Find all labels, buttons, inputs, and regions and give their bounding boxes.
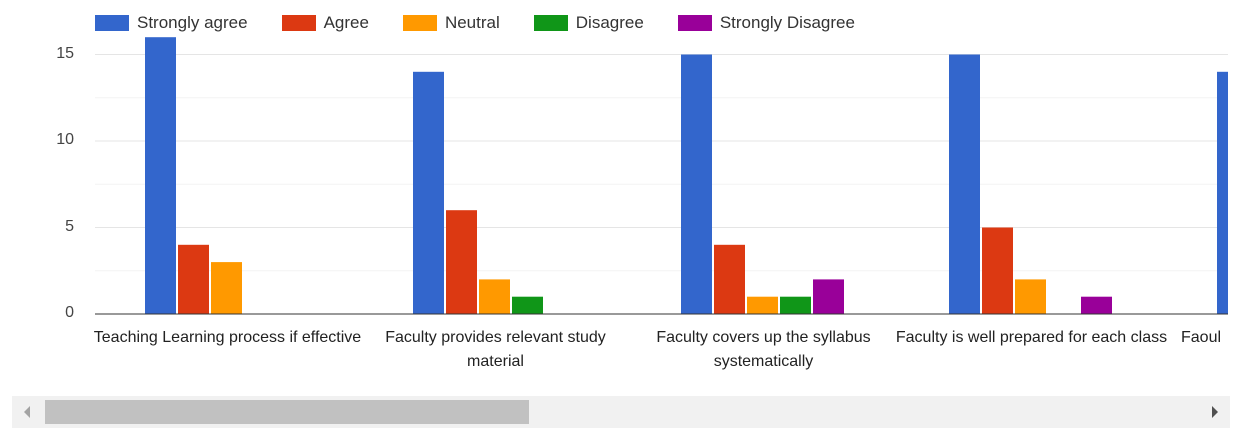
bar-strongly-disagree[interactable] — [813, 279, 844, 314]
legend-item-strongly-disagree[interactable]: Strongly Disagree — [677, 13, 855, 33]
bar-strongly-agree[interactable] — [413, 71, 444, 314]
y-tick-label: 5 — [65, 217, 74, 235]
y-tick-label: 10 — [56, 131, 74, 148]
scroll-left-button[interactable] — [12, 396, 42, 428]
legend-label: Strongly Disagree — [719, 13, 855, 32]
legend-item-neutral[interactable]: Neutral — [402, 13, 500, 33]
legend-swatch — [95, 15, 129, 31]
bar-strongly-agree[interactable] — [145, 37, 176, 314]
legend-label: Strongly agree — [137, 13, 248, 32]
legend-label: Neutral — [444, 13, 500, 32]
triangle-right-icon — [1212, 406, 1218, 418]
bar-disagree[interactable] — [780, 296, 811, 314]
bar-neutral[interactable] — [211, 262, 242, 314]
bar-disagree[interactable] — [512, 296, 543, 314]
bar-agree[interactable] — [178, 244, 209, 314]
legend-swatch — [533, 15, 568, 31]
bar-strongly-agree[interactable] — [681, 54, 712, 315]
x-category-label: Teaching Learning process if effective — [93, 329, 362, 346]
chart-legend: Strongly agree Agree Neutral Disagree St… — [95, 11, 889, 35]
bar-chart: Strongly agree Agree Neutral Disagree St… — [56, 11, 1228, 370]
legend-swatch — [281, 15, 316, 31]
x-category-label: Faoul — [1181, 329, 1222, 346]
legend-swatch — [677, 15, 712, 31]
legend-label: Agree — [323, 13, 369, 32]
horizontal-scrollbar[interactable] — [12, 396, 1230, 428]
legend-swatch — [402, 15, 437, 31]
scroll-right-button[interactable] — [1200, 396, 1230, 428]
bar-neutral[interactable] — [479, 279, 510, 314]
x-category-label: Faculty is well prepared for each class — [895, 329, 1168, 346]
legend-item-disagree[interactable]: Disagree — [533, 13, 644, 33]
x-category-label: Faculty provides relevant study material — [385, 329, 606, 370]
legend-item-agree[interactable]: Agree — [281, 13, 369, 33]
triangle-left-icon — [24, 406, 30, 418]
y-tick-label: 15 — [56, 44, 74, 62]
scroll-thumb[interactable] — [45, 400, 529, 424]
bar-agree[interactable] — [446, 210, 477, 314]
bar-strongly-disagree[interactable] — [1081, 296, 1112, 314]
chart-plot — [95, 37, 1228, 315]
bar-agree[interactable] — [714, 244, 745, 314]
legend-item-strongly-agree[interactable]: Strongly agree — [95, 13, 248, 33]
x-category-label: Faculty covers up the syllabus systemati… — [656, 329, 871, 370]
bar-strongly-agree[interactable] — [1217, 71, 1228, 314]
bar-agree[interactable] — [982, 227, 1013, 315]
bar-neutral[interactable] — [747, 296, 778, 314]
bar-strongly-agree[interactable] — [949, 54, 980, 315]
y-tick-label: 0 — [65, 304, 74, 321]
legend-label: Disagree — [575, 13, 644, 32]
bar-neutral[interactable] — [1015, 279, 1046, 314]
